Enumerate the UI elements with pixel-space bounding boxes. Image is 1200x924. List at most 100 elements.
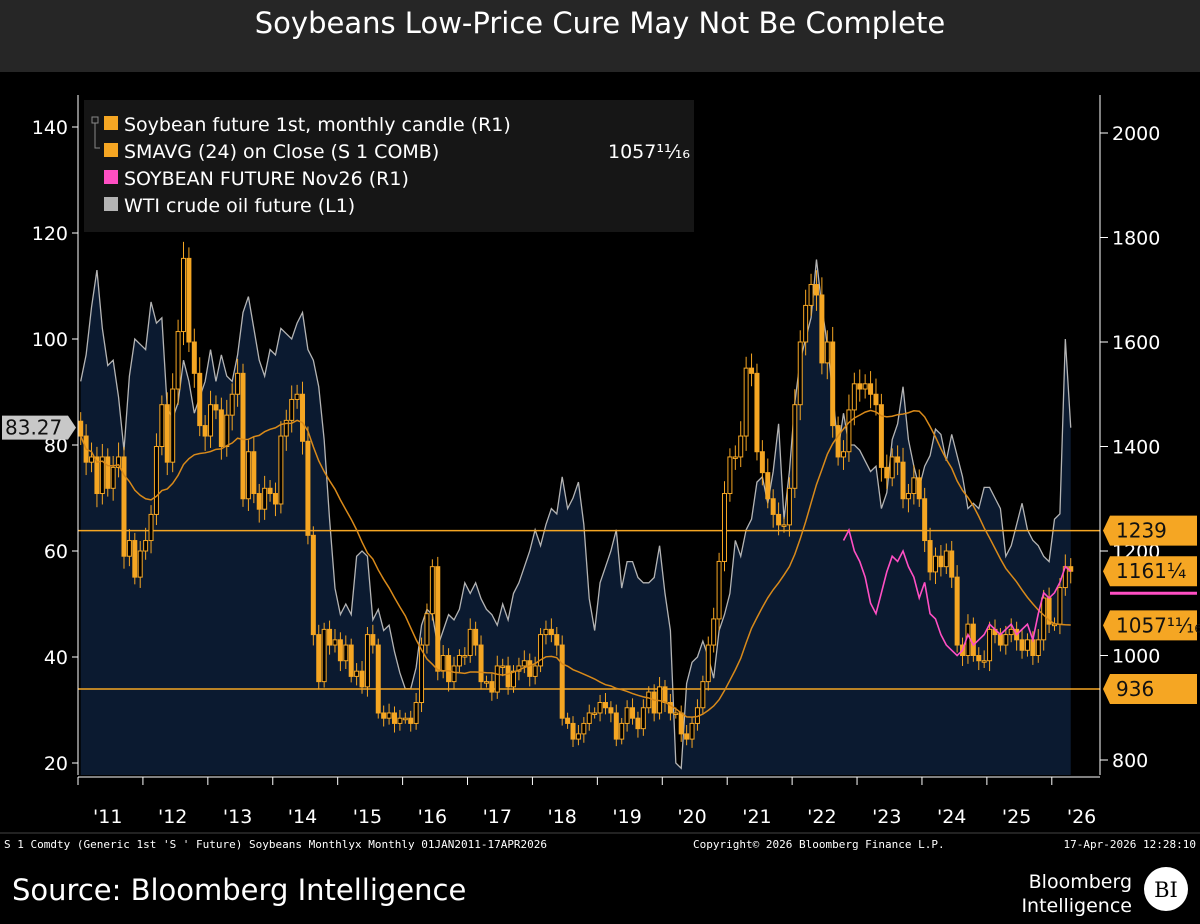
- candle: [170, 373, 176, 473]
- candle: [424, 603, 430, 654]
- candle-body: [997, 634, 1003, 646]
- candle-body: [391, 712, 397, 724]
- candle-body: [932, 555, 938, 573]
- candle: [386, 703, 392, 725]
- candle-body: [938, 555, 944, 568]
- candle-body: [1035, 639, 1041, 657]
- candle: [316, 624, 322, 690]
- candle: [689, 717, 695, 748]
- candle: [489, 673, 495, 701]
- candle: [803, 289, 809, 356]
- candle-body: [191, 341, 197, 374]
- candle-body: [786, 487, 792, 526]
- value-badge-label: 936: [1116, 677, 1154, 701]
- value-badge: [1103, 610, 1197, 641]
- candle-body: [435, 566, 441, 672]
- candle: [776, 502, 782, 536]
- candle: [749, 353, 755, 387]
- candle-body: [202, 425, 208, 437]
- candle: [110, 456, 116, 501]
- candle-body: [570, 722, 576, 740]
- candle-body: [646, 691, 652, 709]
- value-badge: [1103, 515, 1197, 546]
- candle: [586, 704, 592, 731]
- candle-body: [99, 456, 105, 495]
- chart-title: Soybeans Low-Price Cure May Not Be Compl…: [0, 0, 1200, 72]
- candle-body: [164, 404, 170, 463]
- left-tick-label: 120: [32, 223, 68, 245]
- candle: [213, 395, 219, 420]
- candle-body: [1008, 628, 1014, 636]
- candle-body: [413, 702, 419, 724]
- left-tick-label: 100: [32, 329, 68, 351]
- candle: [868, 371, 874, 409]
- candle-body: [1041, 597, 1047, 641]
- candle: [759, 440, 765, 486]
- candle-body: [278, 435, 284, 505]
- candle: [240, 363, 246, 507]
- candle-body: [684, 733, 690, 740]
- left-tick-label: 20: [44, 753, 68, 775]
- candle-body: [554, 634, 560, 646]
- candle-body: [180, 257, 186, 333]
- candle: [597, 694, 603, 722]
- candle-body: [830, 341, 836, 427]
- candle-body: [1019, 639, 1025, 651]
- candle-body: [613, 712, 619, 740]
- candle-body: [500, 665, 506, 668]
- candle: [451, 656, 457, 690]
- candle-body: [310, 534, 316, 636]
- candle: [148, 505, 154, 554]
- candle: [570, 716, 576, 748]
- candle: [208, 390, 214, 448]
- candle-body: [240, 372, 246, 500]
- legend-swatch: [104, 170, 118, 184]
- candle: [949, 540, 955, 588]
- candle-body: [262, 487, 268, 510]
- candle: [754, 363, 760, 461]
- candle-body: [456, 655, 462, 667]
- candle-body: [538, 634, 544, 667]
- candle: [126, 529, 132, 567]
- candle-body: [1057, 587, 1063, 625]
- x-tick-label: '14: [288, 806, 317, 828]
- x-tick-label: '26: [1067, 806, 1096, 828]
- legend-swatch: [104, 143, 118, 157]
- value-badge: [1103, 556, 1197, 587]
- candle: [359, 661, 365, 694]
- candle: [408, 710, 414, 732]
- candle-body: [581, 722, 587, 735]
- candle-body: [424, 613, 430, 646]
- value-badge: [1103, 673, 1197, 704]
- sma24-line: [80, 409, 1071, 718]
- candle: [462, 647, 468, 665]
- candle-body: [700, 681, 706, 709]
- candle: [602, 693, 608, 715]
- x-tick-label: '19: [612, 806, 641, 828]
- value-badge-label: 1161¼: [1116, 559, 1186, 583]
- candle-body: [121, 456, 127, 557]
- candle-body: [943, 550, 949, 568]
- candle-body: [359, 670, 365, 688]
- candle: [105, 448, 111, 497]
- left-tick-label: 80: [44, 435, 68, 457]
- candle: [781, 517, 787, 533]
- candle: [262, 475, 268, 520]
- candle-body: [911, 477, 917, 495]
- candle-body: [592, 712, 598, 715]
- candle-body: [137, 550, 143, 578]
- candle: [1003, 625, 1009, 655]
- candle-body: [419, 644, 425, 704]
- candle-body: [970, 623, 976, 657]
- candle: [884, 454, 890, 490]
- x-tick-label: '25: [1002, 806, 1031, 828]
- candle: [397, 709, 403, 731]
- candle: [202, 415, 208, 451]
- candle: [911, 465, 917, 505]
- candle: [132, 532, 138, 585]
- candle-body: [218, 409, 224, 447]
- candle-body: [889, 456, 895, 479]
- legend-value: 1057¹¹⁄₁₆: [608, 141, 690, 163]
- candle: [321, 622, 327, 688]
- legend-label: SOYBEAN FUTURE Nov26 (R1): [124, 168, 409, 190]
